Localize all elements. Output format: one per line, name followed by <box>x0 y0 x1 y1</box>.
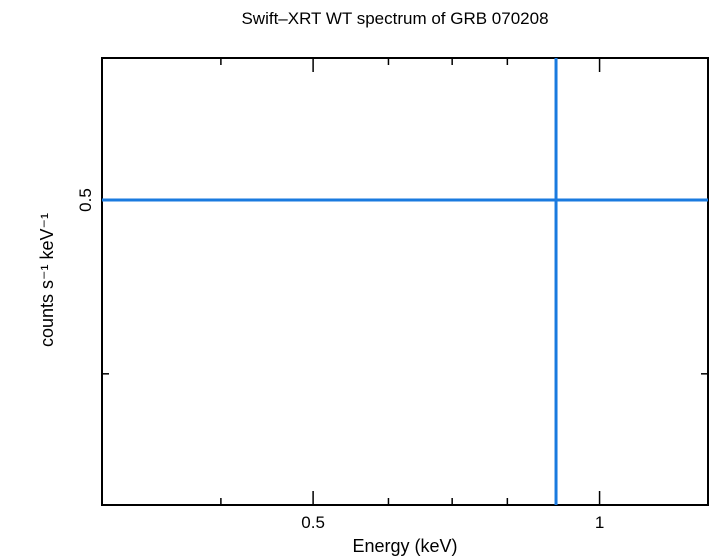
y-tick-label: 0.5 <box>76 188 95 212</box>
x-axis-label: Energy (keV) <box>352 536 457 556</box>
y-axis-label: counts s⁻¹ keV⁻¹ <box>37 213 57 347</box>
x-tick-label: 1 <box>595 513 604 532</box>
axis-ticks: 0.5 1 0.5 <box>76 58 708 532</box>
x-tick-label: 0.5 <box>301 513 325 532</box>
chart-title: Swift–XRT WT spectrum of GRB 070208 <box>241 9 548 28</box>
plot-frame <box>101 57 709 506</box>
data-series <box>102 58 708 505</box>
